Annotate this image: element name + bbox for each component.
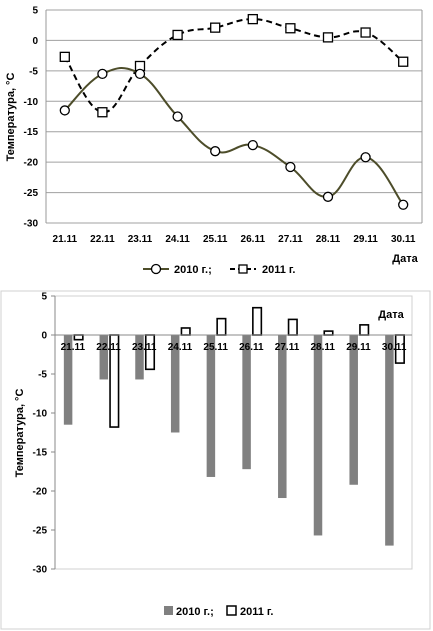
point-2010: [285, 161, 296, 173]
point-2011: [247, 13, 258, 25]
bar-2011: [216, 317, 227, 336]
bar-2010: [135, 335, 144, 380]
point-2010: [247, 139, 258, 151]
y-tick-label: 0: [41, 331, 47, 342]
y-tick-label: -30: [24, 219, 39, 230]
x-tick-labels: 21.11 22.11 23.11 24.11 25.11 26.11 27.11 28.11…: [53, 234, 416, 245]
y-tick-labels: 5 0 -5 -10 -15 -20 -25 -30: [33, 292, 55, 576]
bars-layer: [63, 306, 405, 546]
y-tick-label: -15: [33, 448, 48, 459]
point-2011: [210, 22, 221, 33]
x-tick-label: 26.11: [241, 234, 266, 245]
bar-2011: [359, 324, 370, 336]
legend-2010-swatch: [164, 606, 173, 615]
x-tick-label: 23.11: [132, 342, 157, 353]
x-tick-label: 21.11: [53, 234, 78, 245]
x-tick-label: 30.11: [391, 234, 416, 245]
point-2010: [97, 68, 108, 80]
y-tick-label: 5: [41, 292, 47, 303]
y-tick-label: -30: [33, 565, 48, 576]
x-tick-label: 29.11: [346, 342, 371, 353]
y-tick-label: -5: [29, 66, 38, 77]
point-2011: [360, 27, 371, 38]
series-line-2010: [64, 66, 405, 206]
y-tick-labels: 5 0 -5 -10 -15 -20 -25 -30: [24, 6, 39, 230]
y-tick-label: -20: [24, 158, 39, 169]
bar-2010: [63, 335, 73, 425]
legend-2011-label: 2011 г.: [240, 606, 273, 618]
point-2010: [210, 146, 221, 157]
plot-area-border: [54, 295, 413, 570]
legend-2011-swatch: [226, 605, 237, 616]
bar-2011: [252, 306, 263, 336]
x-tick-label: 29.11: [353, 234, 378, 245]
bar-2010: [349, 335, 358, 485]
bar-2011: [73, 334, 84, 341]
y-tick-label: -15: [24, 127, 39, 138]
x-tick-label: 22.11: [96, 342, 121, 353]
series-line-2011: [63, 18, 404, 114]
x-tick-label: 25.11: [203, 342, 228, 353]
point-2011: [97, 107, 108, 118]
bar-2010: [99, 335, 109, 380]
y-tick-label: -25: [24, 188, 39, 199]
y-tick-label: -10: [33, 409, 48, 420]
point-2010: [398, 199, 409, 210]
y-tick-label: -10: [24, 97, 39, 108]
bar-2010: [385, 335, 394, 546]
point-2010: [172, 111, 183, 122]
x-tick-label: 30.11: [382, 342, 407, 353]
x-tick-labels: 21.11 22.11 23.11 24.11 25.11 26.11 27.11 28.11…: [61, 342, 407, 353]
bar-2010: [242, 335, 251, 470]
bar-2011: [287, 318, 298, 336]
y-axis-title: Температура, °С: [5, 73, 17, 162]
point-2010: [360, 152, 371, 163]
point-2011: [172, 29, 183, 41]
x-tick-label: 24.11: [165, 234, 190, 245]
x-axis-title: Дата: [378, 309, 404, 321]
bar-2011: [180, 327, 191, 336]
legend-2010-label: 2010 г.;: [174, 264, 212, 276]
y-axis-title: Температура, °С: [14, 389, 26, 478]
y-tick-label: 5: [32, 6, 38, 17]
legend-2011-label: 2011 г.: [262, 264, 295, 276]
bar-2010: [278, 335, 287, 499]
x-tick-label: 23.11: [128, 234, 153, 245]
series-layer: [59, 13, 409, 210]
legend-2011-marker: [238, 264, 248, 274]
legend: 2010 г.; 2011 г.: [143, 263, 295, 276]
point-2011: [59, 51, 70, 63]
x-tick-label: 21.11: [61, 342, 86, 353]
y-tick-label: 0: [32, 36, 38, 47]
x-axis-title: Дата: [392, 253, 418, 265]
point-2010: [322, 191, 334, 202]
y-tick-label: -25: [33, 526, 48, 537]
chart-area-border: [0, 290, 431, 630]
legend-2010-marker: [150, 263, 162, 275]
x-tick-label: 26.11: [239, 342, 264, 353]
bar-2010: [313, 335, 323, 536]
point-2010: [59, 105, 70, 116]
bar-2010: [206, 335, 216, 477]
y-tick-label: -20: [33, 487, 48, 498]
bar-2011: [323, 330, 334, 336]
bar-2010: [170, 335, 180, 433]
legend: 2010 г.; 2011 г.: [164, 605, 273, 618]
x-tick-label: 24.11: [168, 342, 193, 353]
y-tick-label: -5: [38, 370, 47, 381]
line-chart: 5 0 -5 -10 -15 -20 -25 -30 21.11 22.11 23.11 24.11…: [5, 6, 423, 276]
point-2011: [285, 23, 296, 34]
x-tick-label: 27.11: [275, 342, 300, 353]
legend-2010-label: 2010 г.;: [176, 606, 214, 618]
x-tick-label: 27.11: [278, 234, 303, 245]
bar-chart: 5 0 -5 -10 -15 -20 -25 -30 21.11 22.11 23.11 24.11…: [0, 290, 431, 630]
point-2010: [134, 68, 146, 80]
point-2011: [322, 32, 334, 43]
x-tick-label: 25.11: [203, 234, 228, 245]
x-tick-label: 28.11: [316, 234, 341, 245]
x-tick-label: 22.11: [90, 234, 115, 245]
x-tick-label: 28.11: [311, 342, 336, 353]
point-2011: [398, 56, 409, 67]
